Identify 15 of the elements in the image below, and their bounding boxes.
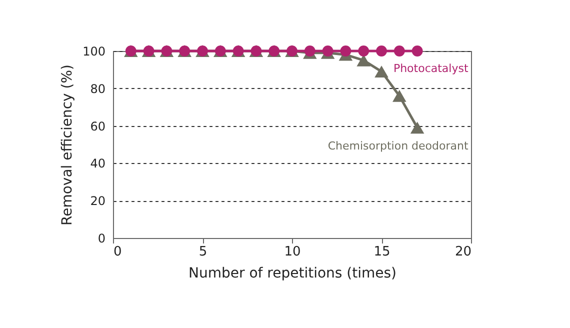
y-tick-label: 40 bbox=[90, 156, 106, 171]
x-tick-label: 15 bbox=[374, 244, 390, 260]
x-tick-label: 10 bbox=[284, 244, 301, 260]
x-tick-label: 0 bbox=[114, 244, 122, 260]
series-label: Photocatalyst bbox=[393, 62, 469, 75]
y-tick-label: 80 bbox=[90, 82, 106, 96]
x-tick-label: 20 bbox=[454, 244, 472, 260]
y-axis-title: Removal efficiency (%) bbox=[60, 64, 76, 226]
x-tick-label: 5 bbox=[198, 244, 208, 260]
y-tick-label: 60 bbox=[90, 119, 106, 134]
series-label: Chemisorption deodorant bbox=[328, 140, 469, 153]
y-tick-label: 20 bbox=[90, 194, 106, 208]
y-tick-label: 0 bbox=[98, 232, 106, 246]
y-tick-label: 100 bbox=[82, 44, 106, 58]
x-axis-title: Number of repetitions (times) bbox=[188, 266, 396, 282]
